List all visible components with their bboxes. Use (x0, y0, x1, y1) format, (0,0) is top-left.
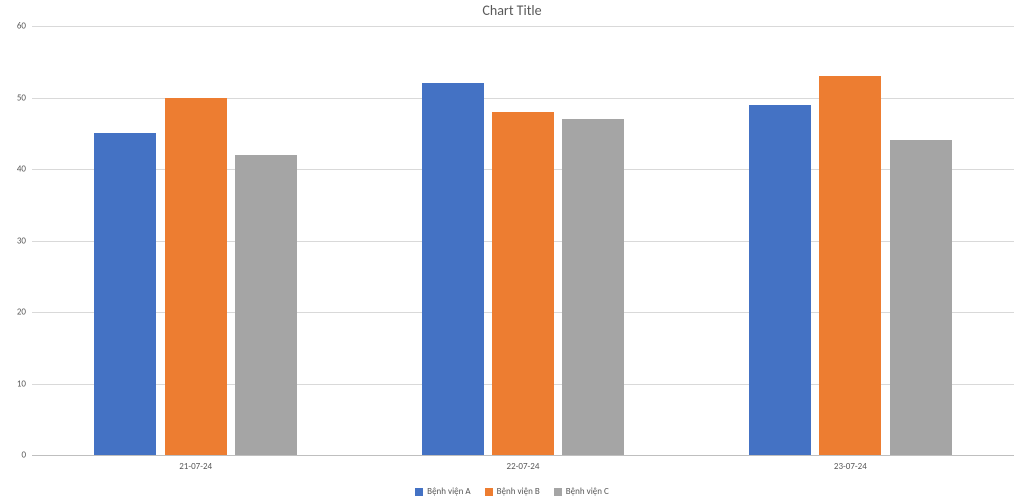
legend-item: Bệnh viện A (415, 486, 470, 497)
y-axis-tick-label: 0 (21, 450, 32, 461)
bar (94, 133, 156, 455)
legend-label: Bệnh viện A (427, 486, 470, 497)
chart-container: Chart Title 010203040506021-07-2422-07-2… (0, 0, 1024, 501)
gridline (32, 26, 1014, 27)
legend-label: Bệnh viện B (497, 486, 540, 497)
legend-label: Bệnh viện C (566, 486, 609, 497)
y-axis-tick-label: 50 (17, 92, 32, 103)
x-axis-tick-label: 23-07-24 (834, 455, 867, 472)
y-axis-tick-label: 10 (17, 378, 32, 389)
legend: Bệnh viện A Bệnh viện B Bệnh viện C (0, 486, 1024, 497)
bar (562, 119, 624, 455)
legend-item: Bệnh viện B (485, 486, 540, 497)
bar (422, 83, 484, 455)
legend-swatch (415, 488, 423, 496)
legend-item: Bệnh viện C (554, 486, 609, 497)
bar (819, 76, 881, 455)
x-axis-tick-label: 21-07-24 (179, 455, 212, 472)
chart-title: Chart Title (0, 2, 1024, 19)
bar (492, 112, 554, 455)
bar (749, 105, 811, 455)
y-axis-tick-label: 30 (17, 235, 32, 246)
x-axis-tick-label: 22-07-24 (507, 455, 540, 472)
y-axis-tick-label: 60 (17, 21, 32, 32)
bar (165, 98, 227, 456)
bar (890, 140, 952, 455)
legend-swatch (554, 488, 562, 496)
y-axis-tick-label: 40 (17, 164, 32, 175)
y-axis-tick-label: 20 (17, 307, 32, 318)
bar (235, 155, 297, 455)
plot-area: 010203040506021-07-2422-07-2423-07-24 (32, 26, 1014, 455)
legend-swatch (485, 488, 493, 496)
